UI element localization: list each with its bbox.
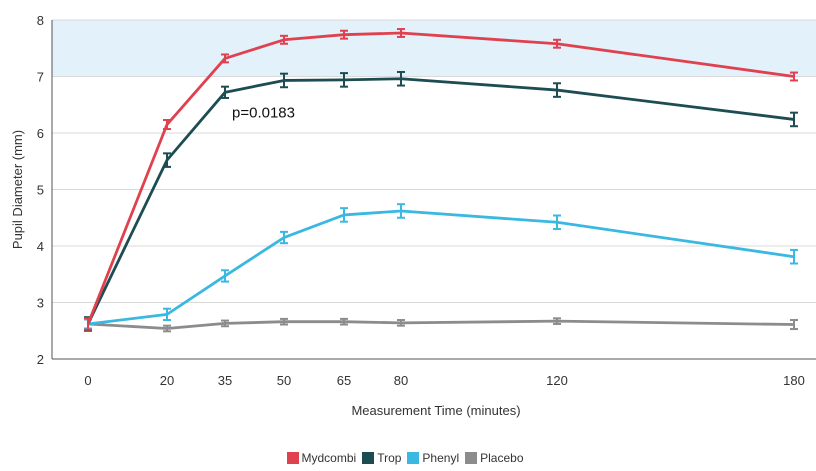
x-tick-label: 65 xyxy=(337,373,351,388)
error-bar-mydcombi xyxy=(397,28,405,38)
error-bar-trop xyxy=(280,72,288,89)
x-tick-label: 20 xyxy=(160,373,174,388)
legend-label: Mydcombi xyxy=(301,451,357,465)
error-bar-placebo xyxy=(280,317,288,326)
legend-item-placebo: Placebo xyxy=(465,451,524,465)
legend-label: Phenyl xyxy=(422,451,460,465)
error-bar-trop xyxy=(397,70,405,87)
error-bar-mydcombi xyxy=(340,29,348,40)
error-bar-placebo xyxy=(790,319,798,331)
x-tick-label: 120 xyxy=(546,373,568,388)
y-tick-label: 5 xyxy=(37,183,44,198)
series-line-placebo xyxy=(87,319,795,330)
error-bar-phenyl xyxy=(397,203,405,219)
legend-swatch xyxy=(465,452,478,464)
error-bar-trop xyxy=(553,82,561,98)
x-tick-label: 50 xyxy=(277,373,291,388)
x-axis-title: Measurement Time (minutes) xyxy=(351,403,520,418)
error-bar-phenyl xyxy=(340,207,348,223)
p-value-annotation: p=0.0183 xyxy=(232,105,295,122)
legend-swatch xyxy=(286,452,299,464)
error-bar-trop xyxy=(221,85,229,99)
error-bar-mydcombi xyxy=(163,119,171,131)
error-bar-mydcombi xyxy=(553,38,561,49)
error-bar-phenyl xyxy=(553,214,561,231)
legend-swatch xyxy=(362,452,375,464)
error-bar-mydcombi xyxy=(221,53,229,64)
y-tick-label: 7 xyxy=(37,70,44,85)
error-bar-phenyl xyxy=(163,307,171,322)
legend-item-trop: Trop xyxy=(362,451,401,465)
error-bar-phenyl xyxy=(790,248,798,265)
y-tick-label: 3 xyxy=(37,296,44,311)
error-bar-mydcombi xyxy=(84,317,92,331)
shaded-band xyxy=(52,20,816,77)
error-bar-placebo xyxy=(221,319,229,328)
error-bar-phenyl xyxy=(221,269,229,283)
legend-label: Trop xyxy=(377,451,402,465)
legend-item-phenyl: Phenyl xyxy=(407,451,459,465)
y-tick-label: 8 xyxy=(37,13,44,28)
series-line-mydcombi xyxy=(86,31,795,325)
error-bar-trop xyxy=(790,111,798,128)
error-bar-trop xyxy=(163,152,171,168)
error-bar-trop xyxy=(340,72,348,88)
error-bar-placebo xyxy=(397,319,405,327)
y-axis-title: Pupil Diameter (mm) xyxy=(10,130,25,249)
x-tick-label: 35 xyxy=(218,373,232,388)
error-bar-placebo xyxy=(553,317,561,325)
series-line-trop xyxy=(86,77,795,325)
legend-swatch xyxy=(407,452,420,464)
legend-item-mydcombi: Mydcombi xyxy=(286,451,357,465)
y-tick-label: 2 xyxy=(37,352,44,367)
error-bar-placebo xyxy=(163,324,171,333)
y-tick-label: 4 xyxy=(37,239,44,254)
error-bar-mydcombi xyxy=(790,71,798,82)
x-tick-label: 80 xyxy=(394,373,408,388)
y-tick-label: 6 xyxy=(37,126,44,141)
legend-label: Placebo xyxy=(480,451,524,465)
x-tick-label: 0 xyxy=(84,373,91,388)
error-bar-phenyl xyxy=(280,230,288,245)
chart-legend: Mydcombi Trop Phenyl Placebo xyxy=(0,448,816,468)
error-bar-placebo xyxy=(340,317,348,326)
x-tick-label: 180 xyxy=(783,373,805,388)
series-line-phenyl xyxy=(87,209,795,326)
error-bar-mydcombi xyxy=(280,34,288,45)
